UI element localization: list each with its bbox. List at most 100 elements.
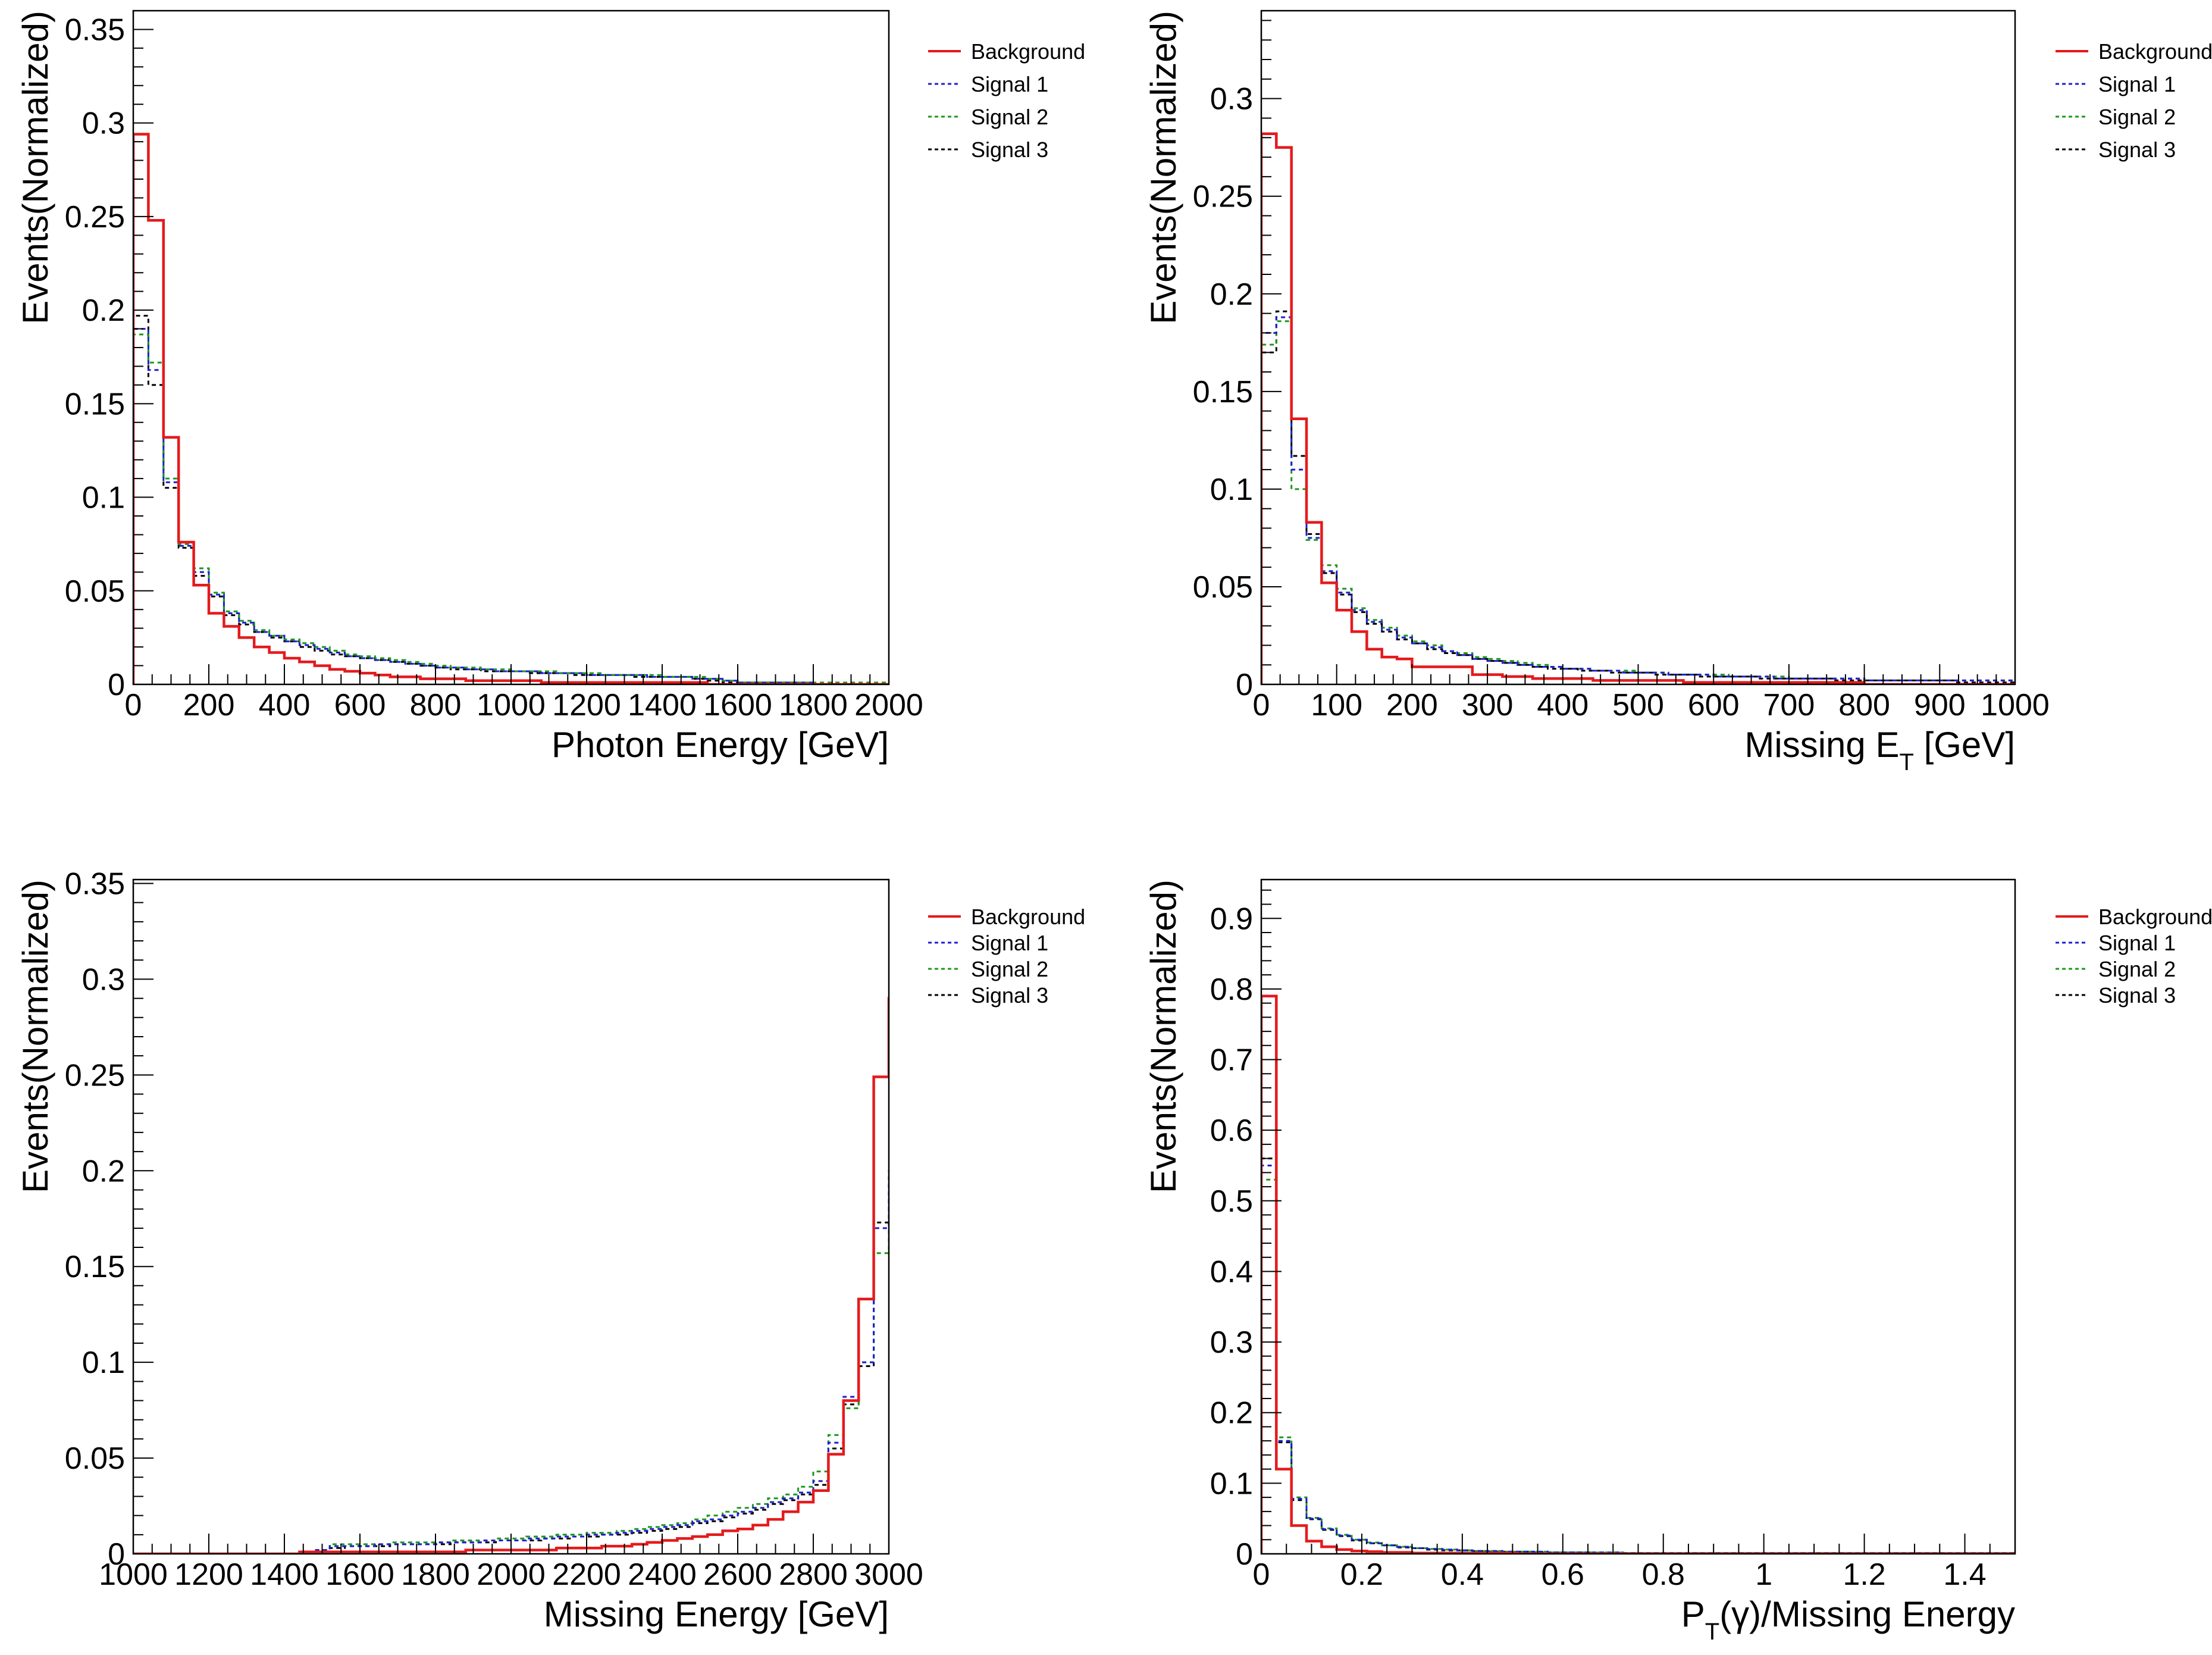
x-tick-label: 400 bbox=[259, 688, 311, 722]
x-tick-label: 0.4 bbox=[1441, 1557, 1484, 1592]
chart-panel-1: 0 0.05 0.1 0.15 0.2 0.25 0.3 0.35 0 200 400 600 800 1… bbox=[15, 10, 1085, 765]
legend-label-3: Signal 2 bbox=[2098, 105, 2176, 129]
x-tick-label: 1600 bbox=[325, 1557, 394, 1592]
histogram-series-signal-2 bbox=[133, 333, 889, 684]
legend: Background Signal 1 Signal 2 Signal 3 bbox=[928, 39, 1085, 162]
x-tick-label: 1400 bbox=[628, 688, 697, 722]
x-tick-label: 3000 bbox=[854, 1557, 923, 1592]
x-axis-label: Photon Energy [GeV] bbox=[552, 725, 889, 765]
x-tick-label: 2200 bbox=[552, 1557, 621, 1592]
x-tick-label: 1 bbox=[1755, 1557, 1772, 1592]
legend-label-1: Background bbox=[2098, 39, 2212, 64]
y-tick-label: 0.05 bbox=[65, 574, 125, 609]
x-tick-label: 600 bbox=[1688, 688, 1740, 722]
x-tick-label: 800 bbox=[1838, 688, 1890, 722]
histogram-series-background bbox=[1261, 994, 2015, 1554]
y-tick-label: 0 bbox=[108, 668, 125, 702]
legend-label-1: Background bbox=[971, 39, 1085, 64]
y-tick-label: 0.6 bbox=[1210, 1113, 1253, 1148]
y-axis-label: Events(Normalized) bbox=[1143, 880, 1183, 1193]
y-tick-label: 0.15 bbox=[1193, 375, 1253, 409]
x-tick-label: 1200 bbox=[174, 1557, 243, 1592]
plot-area bbox=[1261, 994, 2015, 1554]
y-tick-label: 0.15 bbox=[65, 1250, 125, 1284]
y-tick-label: 0.05 bbox=[1193, 570, 1253, 605]
plot-frame bbox=[132, 878, 890, 1555]
y-tick-label: 0.25 bbox=[65, 1058, 125, 1093]
legend-label-2: Signal 1 bbox=[971, 72, 1048, 96]
x-tick-label: 1000 bbox=[99, 1557, 168, 1592]
legend-label-2: Signal 1 bbox=[971, 931, 1048, 955]
histogram-series-signal-1 bbox=[133, 328, 889, 684]
x-tick-label: 800 bbox=[410, 688, 462, 722]
legend-label-3: Signal 2 bbox=[971, 105, 1048, 129]
y-tick-label: 0.3 bbox=[82, 962, 125, 997]
y-tick-label: 0.1 bbox=[82, 1346, 125, 1380]
legend-label-4: Signal 3 bbox=[971, 983, 1048, 1008]
x-tick-label: 0 bbox=[1253, 1557, 1270, 1592]
y-tick-label: 0.3 bbox=[1210, 82, 1253, 117]
histogram-series-signal-2 bbox=[1261, 1178, 2015, 1554]
y-tick-label: 0.3 bbox=[1210, 1325, 1253, 1360]
y-tick-label: 0.9 bbox=[1210, 902, 1253, 936]
y-tick-label: 0.1 bbox=[82, 481, 125, 515]
x-tick-label: 1000 bbox=[1981, 688, 2050, 722]
legend-label-4: Signal 3 bbox=[971, 137, 1048, 162]
y-axis-label: Events(Normalized) bbox=[1143, 11, 1183, 324]
x-tick-label: 1600 bbox=[703, 688, 772, 722]
x-tick-label: 500 bbox=[1612, 688, 1664, 722]
y-tick-label: 0.25 bbox=[1193, 180, 1253, 214]
y-tick-label: 0.1 bbox=[1210, 1466, 1253, 1501]
y-tick-label: 0.1 bbox=[1210, 473, 1253, 507]
x-tick-label: 200 bbox=[1386, 688, 1438, 722]
histogram-series-signal-2 bbox=[133, 1169, 889, 1554]
legend-label-1: Background bbox=[2098, 905, 2212, 929]
x-axis-label-main: Missing E bbox=[1744, 725, 1899, 765]
x-tick-label: 2800 bbox=[779, 1557, 848, 1592]
legend-label-3: Signal 2 bbox=[2098, 957, 2176, 981]
x-tick-label: 700 bbox=[1763, 688, 1815, 722]
chart-panel-3: 0 0.05 0.1 0.15 0.2 0.25 0.3 0.35 1000 1200 1400 16… bbox=[15, 866, 1085, 1634]
y-tick-label: 0.05 bbox=[65, 1441, 125, 1476]
y-tick-label: 0.2 bbox=[82, 293, 125, 328]
plot-frame bbox=[1260, 10, 2016, 686]
legend-label-4: Signal 3 bbox=[2098, 137, 2176, 162]
x-axis-label-suffix: [GeV] bbox=[1914, 725, 2015, 765]
y-tick-label: 0.35 bbox=[65, 12, 125, 47]
plot-area bbox=[1261, 132, 2015, 684]
x-tick-label: 1800 bbox=[779, 688, 848, 722]
x-tick-label: 100 bbox=[1311, 688, 1362, 722]
x-axis-label-main: P bbox=[1681, 1594, 1705, 1634]
x-axis-label: Missing ET [GeV] bbox=[1744, 725, 2015, 775]
x-tick-label: 2000 bbox=[854, 688, 923, 722]
y-tick-label: 0.35 bbox=[65, 866, 125, 901]
y-tick-label: 0.2 bbox=[1210, 277, 1253, 312]
x-tick-label: 0.8 bbox=[1642, 1557, 1685, 1592]
y-tick-label: 0.25 bbox=[65, 200, 125, 234]
y-axis-label: Events(Normalized) bbox=[15, 880, 55, 1193]
legend-label-3: Signal 2 bbox=[971, 957, 1048, 981]
x-tick-label: 200 bbox=[183, 688, 235, 722]
plot-frame bbox=[132, 10, 890, 686]
histogram-series-signal-1 bbox=[1261, 1165, 2015, 1554]
x-tick-label: 0 bbox=[125, 688, 142, 722]
histogram-series-background bbox=[133, 133, 889, 684]
x-tick-label: 0 bbox=[1253, 688, 1270, 722]
x-axis-label-suffix: (γ)/Missing Energy bbox=[1719, 1594, 2015, 1634]
x-tick-label: 0.2 bbox=[1340, 1557, 1383, 1592]
histogram-series-background bbox=[1261, 132, 2015, 684]
plot-area bbox=[133, 997, 889, 1554]
y-tick-label: 0 bbox=[108, 1537, 125, 1572]
x-tick-label: 1200 bbox=[552, 688, 621, 722]
x-axis-label-subscript: T bbox=[1705, 1619, 1719, 1645]
x-tick-label: 1.2 bbox=[1843, 1557, 1885, 1592]
chart-panel-4: 0 0.1 0.2 0.3 0.4 0.5 0.6 0.7 0.8 0.9 0 0.2 0.4 0.6 0.… bbox=[1143, 878, 2212, 1645]
x-tick-label: 1000 bbox=[477, 688, 546, 722]
x-tick-label: 900 bbox=[1914, 688, 1966, 722]
x-axis-label-subscript: T bbox=[1899, 749, 1913, 775]
y-tick-label: 0 bbox=[1236, 668, 1253, 702]
y-tick-label: 0.2 bbox=[82, 1154, 125, 1188]
